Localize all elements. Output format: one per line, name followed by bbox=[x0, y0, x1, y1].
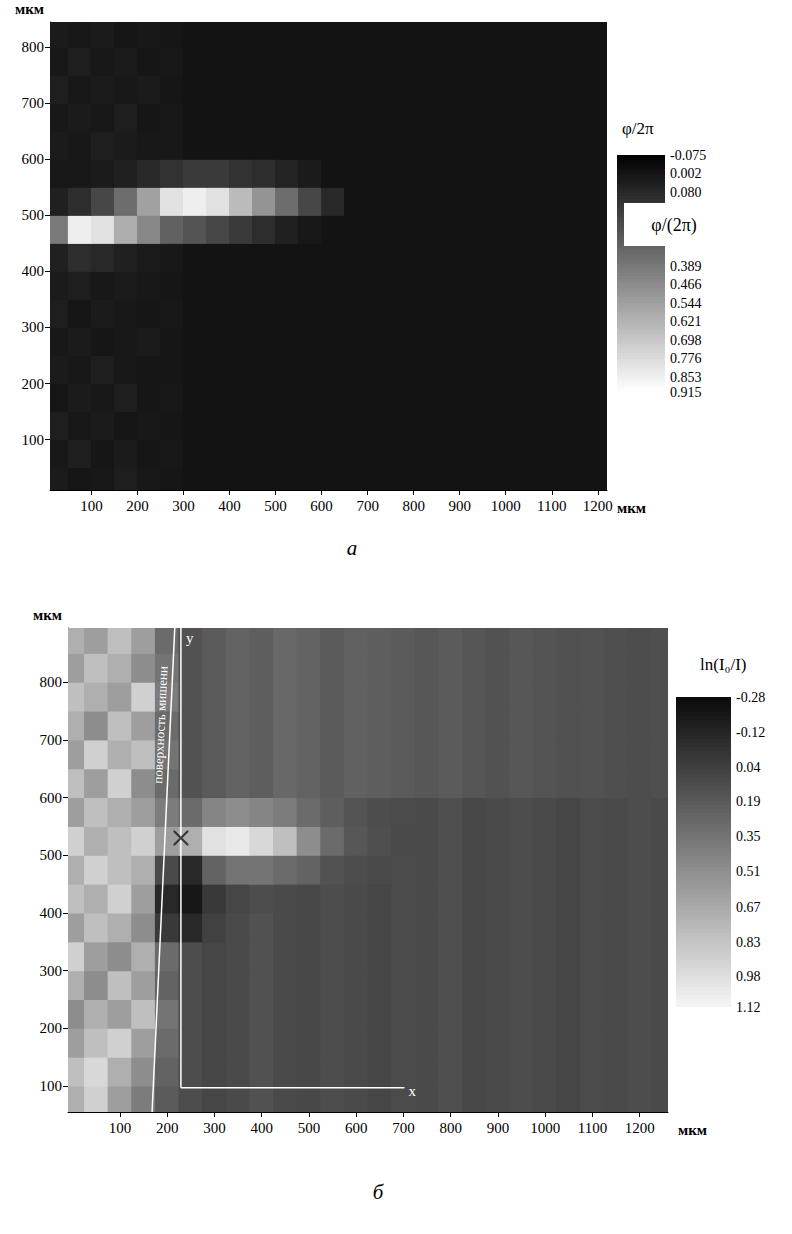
svg-text:поверхность мишени: поверхность мишени bbox=[150, 666, 171, 784]
svg-text:600: 600 bbox=[345, 1120, 368, 1136]
svg-text:1100: 1100 bbox=[578, 1120, 607, 1136]
svg-text:мкм: мкм bbox=[678, 1122, 707, 1138]
svg-text:1000: 1000 bbox=[491, 498, 521, 514]
svg-text:0.698: 0.698 bbox=[670, 333, 702, 348]
svg-text:200: 200 bbox=[156, 1120, 179, 1136]
svg-text:x: x bbox=[408, 1083, 416, 1099]
svg-text:300: 300 bbox=[172, 498, 195, 514]
svg-text:б: б bbox=[373, 1180, 385, 1204]
svg-text:900: 900 bbox=[448, 498, 471, 514]
svg-text:300: 300 bbox=[40, 963, 63, 979]
svg-text:а: а bbox=[347, 536, 358, 560]
svg-text:600: 600 bbox=[310, 498, 333, 514]
svg-text:1000: 1000 bbox=[530, 1120, 560, 1136]
svg-text:0.51: 0.51 bbox=[736, 864, 761, 879]
svg-text:0.83: 0.83 bbox=[736, 935, 761, 950]
svg-text:0.002: 0.002 bbox=[670, 166, 702, 181]
svg-text:400: 400 bbox=[218, 498, 241, 514]
svg-text:0.915: 0.915 bbox=[670, 385, 702, 400]
svg-text:500: 500 bbox=[22, 207, 45, 223]
svg-text:1200: 1200 bbox=[625, 1120, 655, 1136]
svg-text:-0.28: -0.28 bbox=[736, 690, 765, 705]
svg-text:φ/2π: φ/2π bbox=[622, 119, 654, 138]
svg-text:200: 200 bbox=[126, 498, 149, 514]
svg-text:φ/(2π): φ/(2π) bbox=[651, 215, 696, 236]
svg-text:мкм: мкм bbox=[617, 500, 646, 516]
svg-text:0.04: 0.04 bbox=[736, 760, 761, 775]
svg-text:0.853: 0.853 bbox=[670, 370, 702, 385]
svg-text:900: 900 bbox=[487, 1120, 510, 1136]
svg-text:мкм: мкм bbox=[15, 1, 44, 17]
svg-text:200: 200 bbox=[22, 376, 45, 392]
svg-text:600: 600 bbox=[40, 790, 63, 806]
svg-text:1200: 1200 bbox=[583, 498, 613, 514]
svg-text:100: 100 bbox=[109, 1120, 132, 1136]
svg-text:мкм: мкм bbox=[33, 607, 62, 623]
svg-text:400: 400 bbox=[40, 905, 63, 921]
svg-text:800: 800 bbox=[402, 498, 425, 514]
svg-text:0.389: 0.389 bbox=[670, 259, 702, 274]
svg-text:700: 700 bbox=[356, 498, 379, 514]
svg-text:0.544: 0.544 bbox=[670, 296, 702, 311]
svg-text:800: 800 bbox=[439, 1120, 462, 1136]
svg-text:400: 400 bbox=[22, 263, 45, 279]
svg-text:600: 600 bbox=[22, 151, 45, 167]
svg-text:700: 700 bbox=[392, 1120, 415, 1136]
svg-text:0.19: 0.19 bbox=[736, 794, 761, 809]
svg-text:0.67: 0.67 bbox=[736, 900, 761, 915]
svg-text:500: 500 bbox=[298, 1120, 321, 1136]
svg-text:200: 200 bbox=[40, 1020, 63, 1036]
svg-text:0.98: 0.98 bbox=[736, 969, 761, 984]
svg-text:100: 100 bbox=[80, 498, 103, 514]
svg-text:0.776: 0.776 bbox=[670, 351, 702, 366]
svg-text:100: 100 bbox=[22, 432, 45, 448]
svg-text:700: 700 bbox=[22, 95, 45, 111]
svg-text:y: y bbox=[186, 630, 194, 646]
svg-text:-0.075: -0.075 bbox=[670, 148, 706, 163]
svg-text:1100: 1100 bbox=[537, 498, 566, 514]
svg-text:500: 500 bbox=[264, 498, 287, 514]
svg-text:1.12: 1.12 bbox=[736, 1000, 761, 1015]
svg-text:500: 500 bbox=[40, 847, 63, 863]
svg-text:-0.12: -0.12 bbox=[736, 725, 765, 740]
svg-text:100: 100 bbox=[40, 1078, 63, 1094]
svg-text:400: 400 bbox=[250, 1120, 273, 1136]
svg-text:0.080: 0.080 bbox=[670, 185, 702, 200]
svg-text:300: 300 bbox=[203, 1120, 226, 1136]
svg-text:ln(I₀/I): ln(I₀/I) bbox=[700, 655, 747, 674]
svg-text:800: 800 bbox=[40, 674, 63, 690]
svg-text:0.35: 0.35 bbox=[736, 829, 761, 844]
svg-text:800: 800 bbox=[22, 39, 45, 55]
svg-text:300: 300 bbox=[22, 319, 45, 335]
svg-text:0.466: 0.466 bbox=[670, 277, 702, 292]
svg-text:0.621: 0.621 bbox=[670, 314, 702, 329]
svg-text:700: 700 bbox=[40, 732, 63, 748]
